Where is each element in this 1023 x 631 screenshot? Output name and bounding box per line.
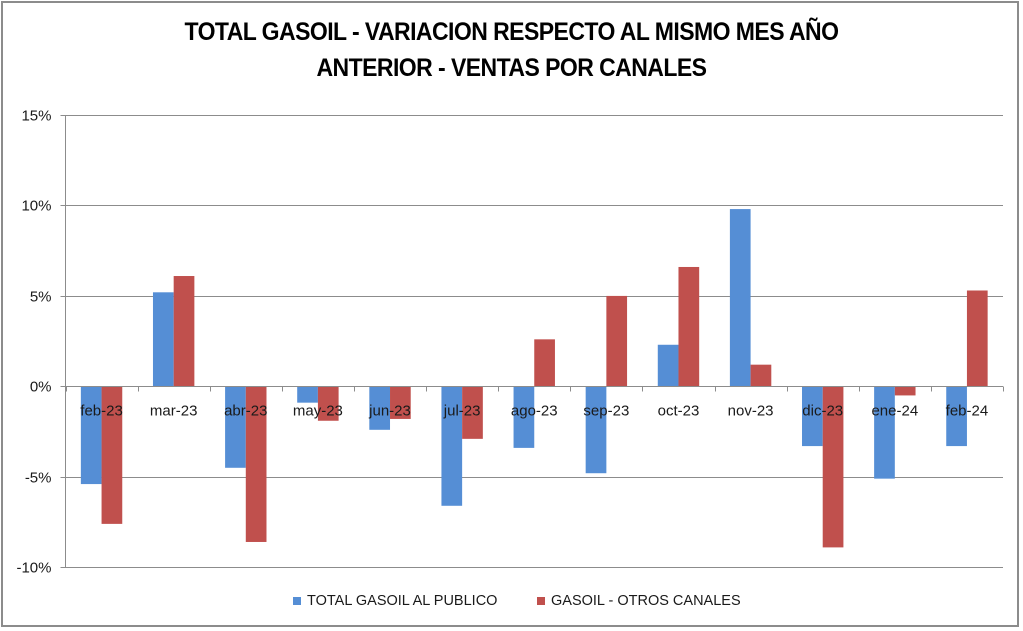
bar-gasoil-otros-canales-sep-23[interactable]: [606, 295, 628, 387]
bar-gasoil-otros-canales-may-23[interactable]: [317, 386, 339, 421]
x-axis-category-labels: feb-23 mar-23 abr-23 may-23 jun-23 jul-23 ago-…: [80, 403, 988, 420]
y-tick-label: 0%: [30, 379, 52, 396]
bar-total-gasoil-al-publico-sep-23[interactable]: [585, 386, 607, 474]
bar-total-gasoil-al-publico-may-23[interactable]: [297, 386, 318, 403]
chart-title-line-1: TOTAL GASOIL - VARIACION RESPECTO AL MIS…: [184, 18, 839, 46]
x-category-label: feb-24: [946, 403, 989, 420]
bar-gasoil-otros-canales-mar-23[interactable]: [173, 276, 195, 387]
x-category-label: oct-23: [658, 403, 700, 420]
x-category-label: may-23: [293, 403, 343, 420]
bar-total-gasoil-al-publico-feb-23[interactable]: [80, 386, 102, 485]
bar-total-gasoil-al-publico-jul-23[interactable]: [441, 386, 463, 506]
legend-item-gasoil-otros-canales[interactable]: GASOIL - OTROS CANALES: [537, 593, 741, 609]
bar-total-gasoil-al-publico-jun-23[interactable]: [369, 386, 391, 430]
bar-gasoil-otros-canales-nov-23[interactable]: [750, 364, 772, 387]
gridlines: [60, 115, 1003, 568]
y-axis-tick-labels: -10% -5% 0% 5% 10% 15%: [16, 108, 51, 577]
bar-gasoil-otros-canales-dic-23[interactable]: [822, 386, 844, 548]
bar-gasoil-otros-canales-oct-23[interactable]: [678, 266, 700, 387]
x-category-label: sep-23: [583, 403, 629, 420]
y-tick-label: 10%: [21, 198, 51, 215]
bar-total-gasoil-al-publico-nov-23[interactable]: [729, 209, 751, 387]
bar-gasoil-otros-canales-jun-23[interactable]: [390, 386, 411, 419]
bar-gasoil-otros-canales-ene-24[interactable]: [894, 386, 916, 396]
bar-gasoil-otros-canales-ago-23[interactable]: [534, 339, 555, 387]
x-category-label: dic-23: [802, 403, 843, 420]
y-tick-label: 15%: [21, 108, 51, 125]
bar-total-gasoil-al-publico-ago-23[interactable]: [513, 386, 535, 448]
x-category-label: nov-23: [728, 403, 774, 420]
bar-gasoil-otros-canales-feb-23[interactable]: [101, 386, 123, 524]
y-tick-label: -5%: [25, 470, 52, 487]
bars: [80, 209, 988, 548]
chart-title: TOTAL GASOIL - VARIACION RESPECTO AL MIS…: [41, 14, 982, 86]
bar-total-gasoil-al-publico-ene-24[interactable]: [874, 386, 895, 479]
x-category-label: jul-23: [443, 403, 481, 420]
y-tick-label: -10%: [16, 560, 51, 577]
axes: [60, 115, 1004, 568]
x-category-label: ene-24: [871, 403, 918, 420]
bar-total-gasoil-al-publico-mar-23[interactable]: [152, 292, 174, 387]
bar-total-gasoil-al-publico-feb-24[interactable]: [946, 386, 967, 447]
chart-title-line-2: ANTERIOR - VENTAS POR CANALES: [316, 54, 707, 82]
x-category-label: feb-23: [80, 403, 123, 420]
x-category-label: mar-23: [150, 403, 198, 420]
legend-swatch-blue: [293, 597, 301, 605]
bar-total-gasoil-al-publico-abr-23[interactable]: [225, 386, 246, 468]
bar-gasoil-otros-canales-jul-23[interactable]: [462, 386, 483, 439]
bar-gasoil-otros-canales-abr-23[interactable]: [245, 386, 267, 542]
y-tick-label: 5%: [30, 289, 52, 306]
bar-gasoil-otros-canales-feb-24[interactable]: [966, 290, 988, 387]
bar-total-gasoil-al-publico-dic-23[interactable]: [802, 386, 823, 447]
x-category-label: jun-23: [368, 403, 411, 420]
legend: TOTAL GASOIL AL PUBLICO GASOIL - OTROS C…: [0, 593, 1023, 613]
x-category-label: abr-23: [224, 403, 267, 420]
x-category-label: ago-23: [511, 403, 558, 420]
legend-swatch-red: [537, 597, 545, 605]
legend-item-total-gasoil-al-publico[interactable]: TOTAL GASOIL AL PUBLICO: [293, 593, 497, 609]
legend-label: GASOIL - OTROS CANALES: [551, 593, 741, 609]
bar-total-gasoil-al-publico-oct-23[interactable]: [657, 344, 679, 387]
legend-label: TOTAL GASOIL AL PUBLICO: [307, 593, 498, 609]
